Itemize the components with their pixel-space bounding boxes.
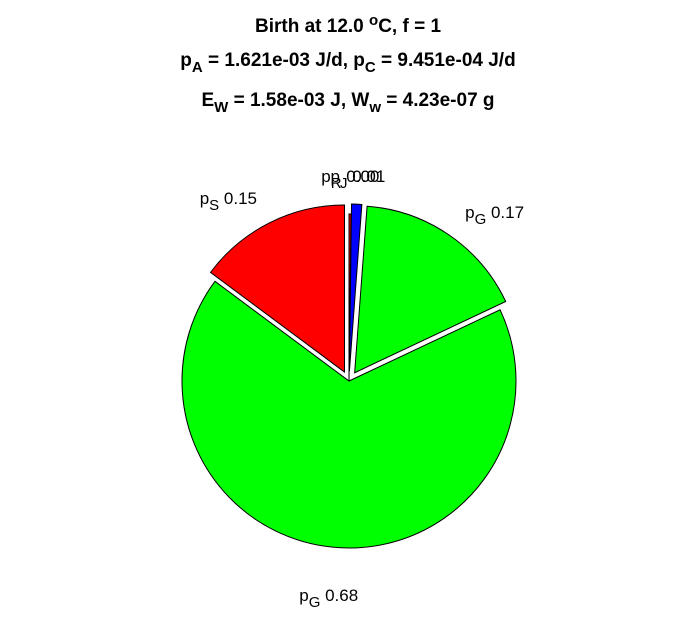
slice-label-subscript: G — [475, 211, 487, 228]
title-line-2: pA = 1.621e-03 J/d, pC = 9.451e-04 J/d — [180, 50, 515, 76]
pie-slice-pS-0.15 — [209, 204, 346, 374]
pie-slice-pG-0.17 — [354, 205, 507, 374]
title-subscript: A — [192, 59, 203, 76]
slice-label-value: 0.15 — [219, 189, 257, 208]
slice-label-subscript: S — [209, 197, 219, 214]
title-text-run: = 1.58e-03 J, W — [228, 90, 369, 111]
title-line-1: Birth at 12.0 oC, f = 1 — [255, 12, 441, 37]
slice-label-symbol: p — [200, 189, 209, 208]
slice-label-pR: pR 0.00 — [321, 167, 379, 192]
slice-label-value: 0.68 — [320, 586, 358, 605]
chart-title: Birth at 12.0 oC, f = 1 pA = 1.621e-03 J/… — [180, 12, 515, 116]
title-text-run: = 4.23e-07 g — [381, 90, 495, 111]
slice-label-symbol: p — [465, 203, 474, 222]
slice-label-symbol: p — [321, 167, 330, 186]
title-subscript: W — [214, 99, 229, 116]
slice-label-symbol: p — [331, 167, 340, 186]
slice-label-pG: pG 0.68 — [299, 586, 358, 611]
slice-label-symbol: p — [299, 586, 308, 605]
pie-slice-pJ-0.01 — [348, 203, 363, 372]
title-text-run: Birth at 12.0 — [255, 16, 369, 37]
slice-label-subscript: G — [309, 594, 321, 611]
title-text-run: = 1.621e-03 J/d, p — [203, 50, 365, 71]
title-text-run: C, f = 1 — [378, 16, 441, 37]
slice-label-pS: pS 0.15 — [200, 189, 257, 214]
title-text-run: = 9.451e-04 J/d — [376, 50, 516, 71]
title-text-run: p — [180, 50, 192, 71]
pie-slice-pG-0.68 — [181, 280, 517, 549]
slice-label-value: 0.17 — [486, 203, 524, 222]
slice-label-subscript: J — [340, 175, 348, 192]
title-subscript: C — [365, 59, 376, 76]
title-line-3: EW = 1.58e-03 J, Ww = 4.23e-07 g — [201, 90, 494, 116]
title-subscript: w — [368, 99, 381, 116]
slice-label-value: 0.00 — [342, 167, 380, 186]
slice-label-value: 0.01 — [347, 167, 385, 186]
slice-label-subscript: R — [331, 175, 342, 192]
slice-label-pJ: pJ 0.01 — [331, 167, 386, 192]
title-superscript: o — [369, 12, 378, 29]
title-text-run: E — [201, 90, 214, 111]
pie-wedges — [181, 203, 517, 549]
slice-label-pG: pG 0.17 — [465, 203, 524, 228]
